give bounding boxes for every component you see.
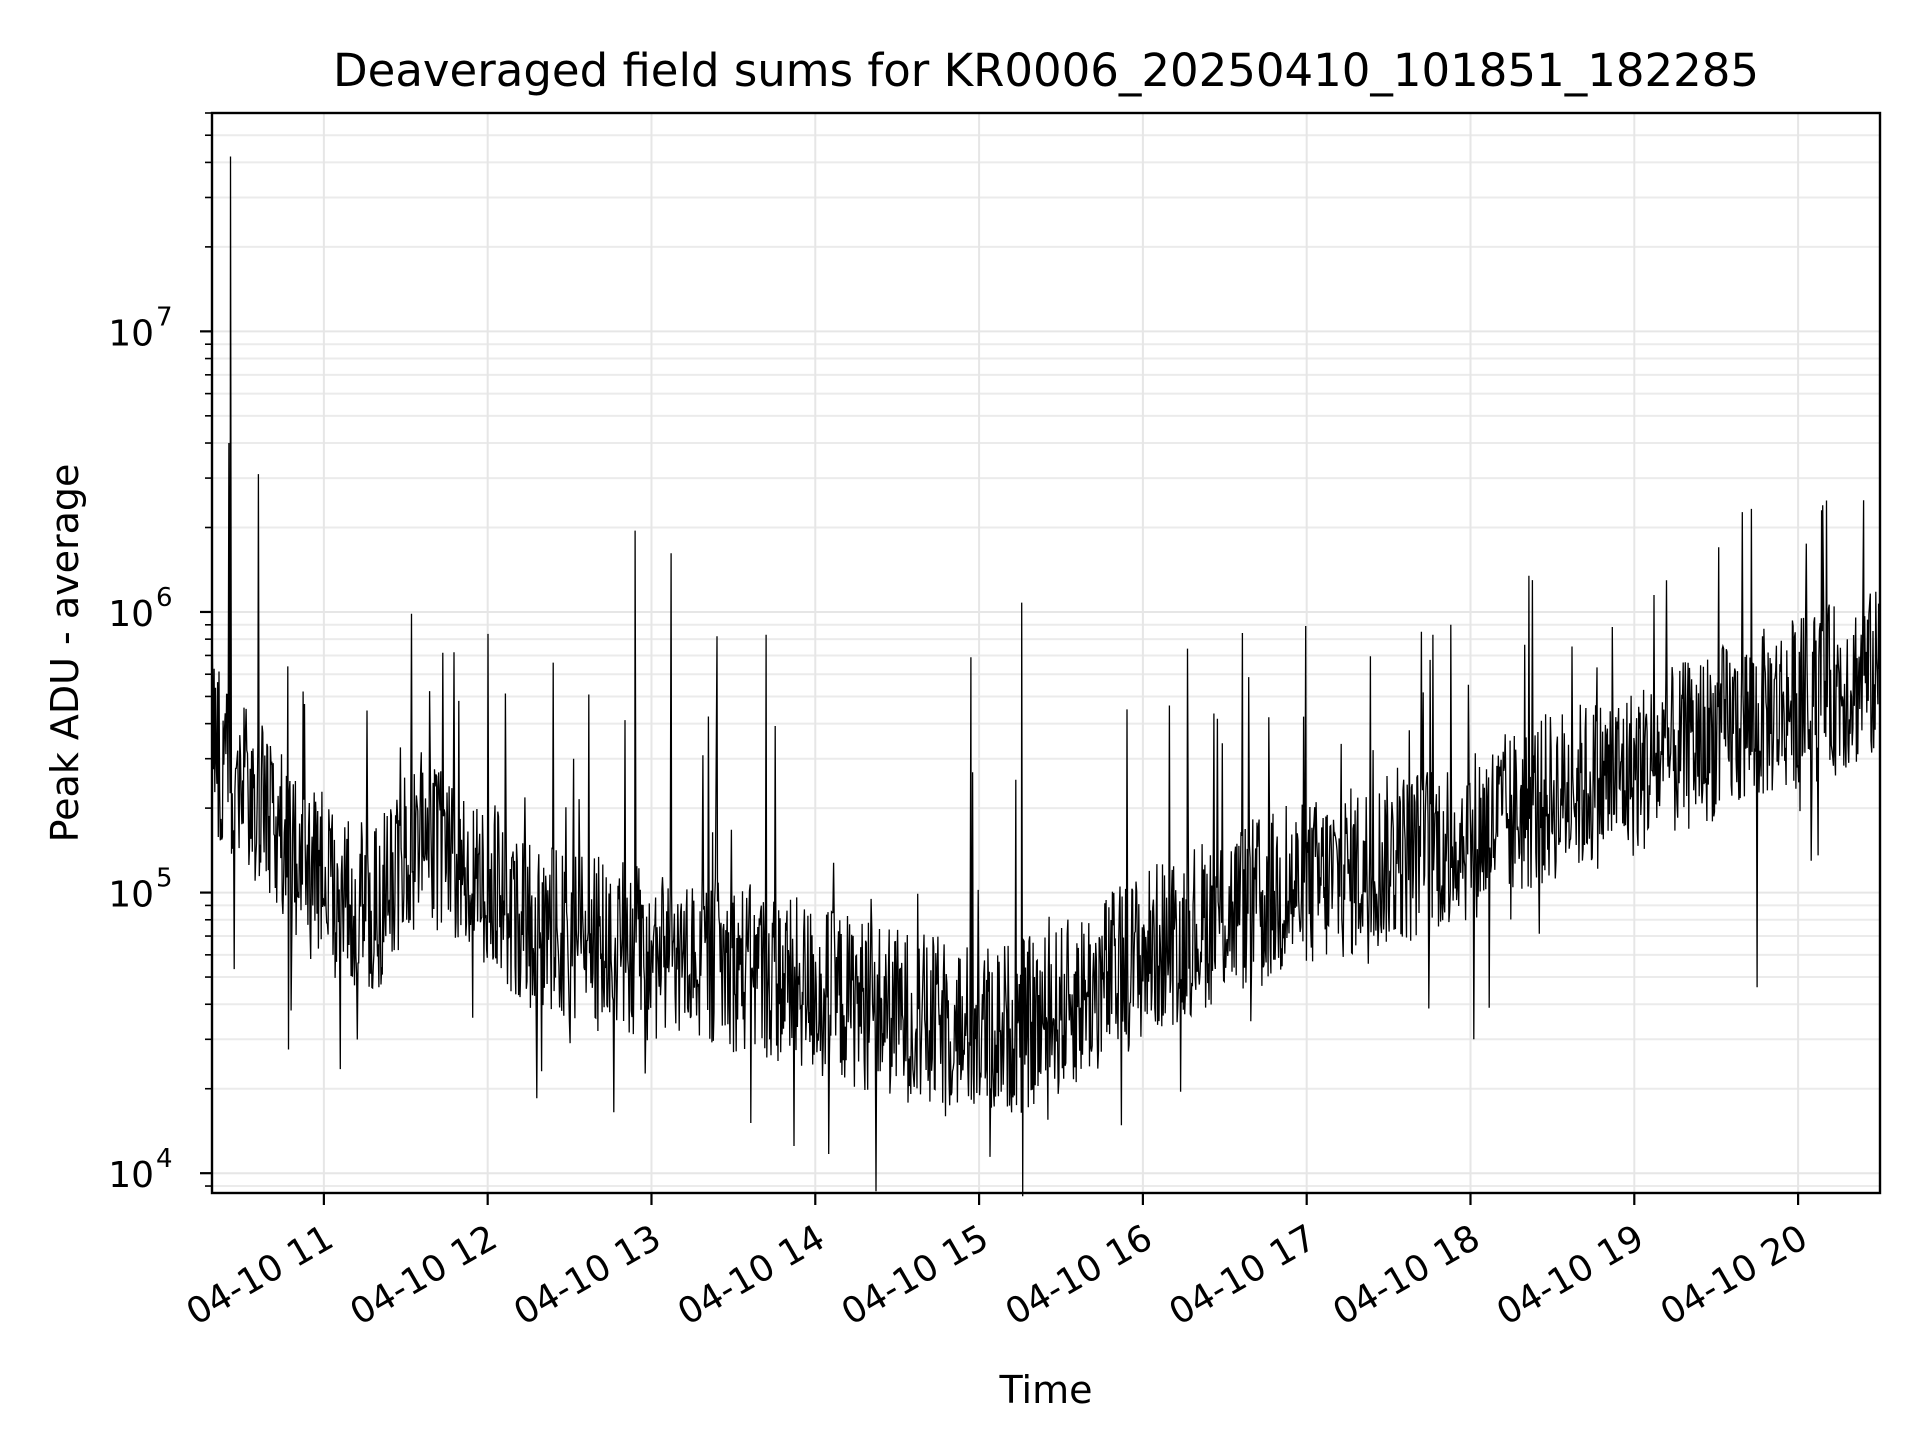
- y-axis-label: Peak ADU - average: [43, 464, 87, 843]
- y-tick-exponent: 6: [156, 583, 173, 613]
- x-axis-label: Time: [999, 1368, 1093, 1412]
- y-tick-exponent: 5: [156, 864, 173, 894]
- chart-title: Deaveraged field sums for KR0006_2025041…: [333, 44, 1759, 97]
- series-line: [211, 156, 1881, 1197]
- y-tick-label: 10: [108, 1155, 154, 1196]
- data-series: [211, 156, 1881, 1197]
- y-tick-label: 10: [108, 594, 154, 635]
- y-tick-label: 10: [108, 875, 154, 916]
- y-tick-exponent: 4: [156, 1144, 173, 1174]
- y-tick-exponent: 7: [156, 302, 173, 332]
- y-tick-label: 10: [108, 313, 154, 354]
- plot-frame: [210, 111, 1882, 1195]
